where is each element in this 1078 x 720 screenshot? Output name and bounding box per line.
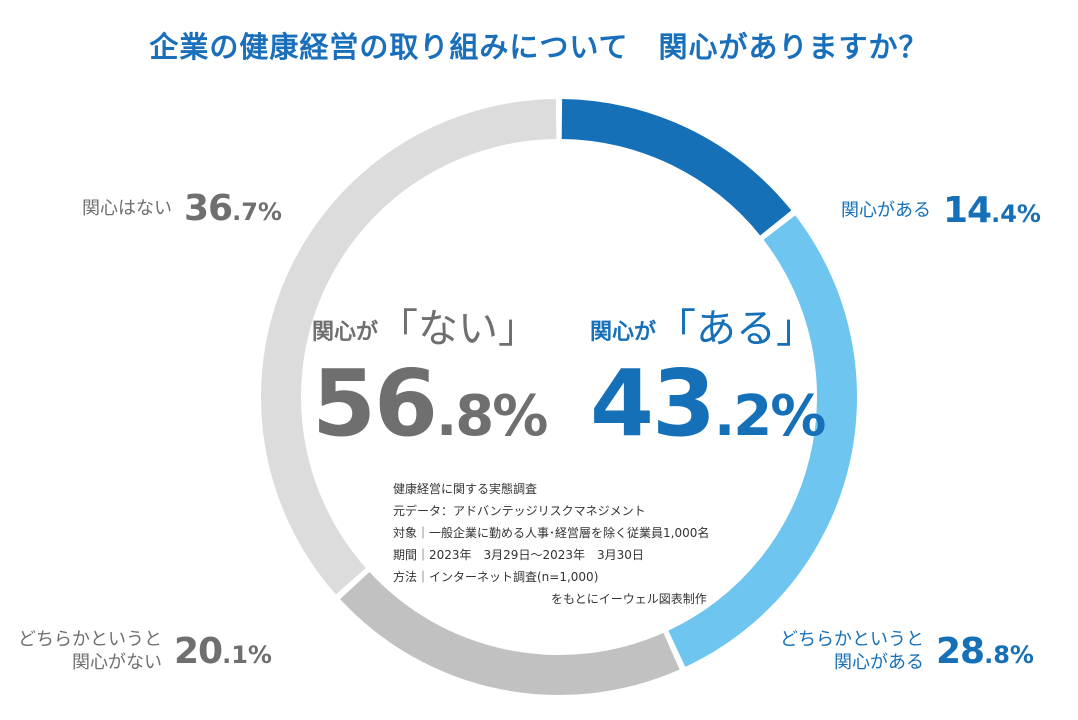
summary-no: 関心が 「ない」 56.8% bbox=[312, 296, 548, 457]
label-interested-name: 関心がある bbox=[841, 199, 931, 221]
label-not-interested-int: 36 bbox=[184, 188, 233, 229]
notes-line2: 元データ：アドバンテッジリスクマネジメント bbox=[393, 504, 646, 518]
notes-credit: をもとにイーウェル図表制作 bbox=[551, 592, 707, 606]
label-somewhat-not-line2: 関心がない bbox=[72, 652, 162, 674]
summary-yes-dec: .2% bbox=[714, 384, 826, 449]
label-not-interested: 関心はない 36.7% bbox=[82, 188, 282, 229]
summary-no-word: 「ない」 bbox=[378, 306, 539, 352]
label-interested-dec: .4% bbox=[991, 200, 1041, 228]
label-somewhat-interested-line2: 関心がある bbox=[834, 652, 924, 674]
label-not-interested-dec: .7% bbox=[232, 198, 282, 226]
summary-yes-int: 43 bbox=[590, 350, 716, 457]
slice-interested bbox=[561, 99, 792, 236]
label-somewhat-not-line1: どちらかというと bbox=[18, 629, 162, 650]
summary-no-prefix: 関心が bbox=[312, 320, 379, 345]
summary-no-int: 56 bbox=[312, 350, 438, 457]
label-not-interested-name: 関心はない bbox=[82, 197, 172, 219]
summary-no-dec: .8% bbox=[436, 384, 548, 449]
chart-title: 企業の健康経営の取り組みについて 関心がありますか？ bbox=[149, 30, 929, 64]
notes-line3: 対象｜一般企業に勤める人事･経営層を除く従業員1,000名 bbox=[393, 526, 710, 540]
label-somewhat-not-dec: .1% bbox=[222, 640, 272, 669]
notes-line1: 健康経営に関する実態調査 bbox=[393, 482, 538, 496]
label-somewhat-interested-dec: .8% bbox=[984, 640, 1034, 669]
source-notes: 健康経営に関する実態調査 元データ：アドバンテッジリスクマネジメント 対象｜一般… bbox=[393, 478, 709, 610]
summary-yes: 関心が 「ある」 43.2% bbox=[590, 296, 826, 457]
label-interested: 関心がある 14.4% bbox=[841, 190, 1041, 231]
summary-yes-prefix: 関心が bbox=[590, 320, 657, 345]
label-somewhat-interested: どちらかというと 関心がある 28.8% bbox=[780, 628, 1034, 675]
summary-yes-word: 「ある」 bbox=[656, 306, 817, 352]
label-somewhat-interested-line1: どちらかというと bbox=[780, 629, 924, 650]
label-somewhat-not-int: 20 bbox=[174, 630, 223, 672]
label-somewhat-interested-int: 28 bbox=[936, 630, 985, 672]
notes-line4: 期間｜2023年 3月29日～2023年 3月30日 bbox=[393, 548, 644, 562]
label-somewhat-not: どちらかというと 関心がない 20.1% bbox=[18, 628, 272, 675]
label-somewhat-not-name: どちらかというと 関心がない bbox=[18, 628, 162, 675]
slice-somewhat-not bbox=[340, 572, 680, 696]
label-somewhat-interested-name: どちらかというと 関心がある bbox=[780, 628, 924, 675]
notes-line5: 方法｜インターネット調査(n=1,000) bbox=[393, 570, 599, 584]
slice-somewhat-interested bbox=[668, 215, 858, 667]
label-interested-int: 14 bbox=[943, 190, 992, 231]
slice-not-interested bbox=[260, 99, 557, 595]
